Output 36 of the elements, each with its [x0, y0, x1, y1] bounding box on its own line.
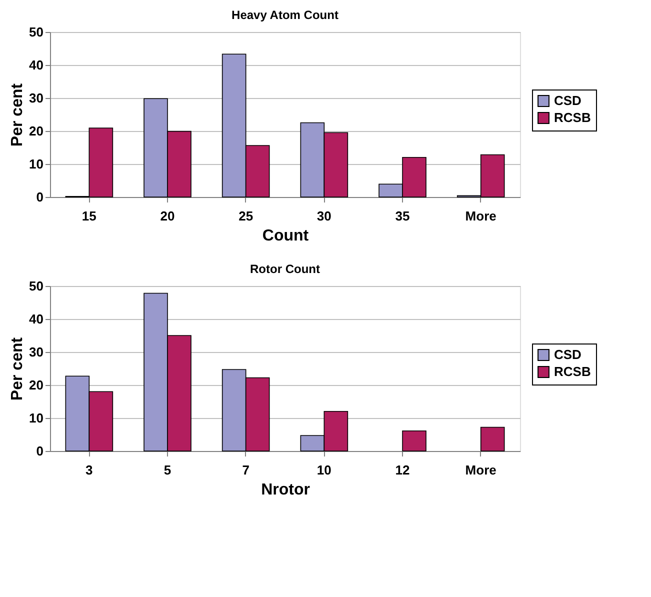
x-tick-label: 15 — [82, 208, 96, 224]
x-axis-title: Count — [262, 228, 310, 244]
y-tick-label: 40 — [29, 58, 44, 72]
x-tick-label: 35 — [395, 208, 410, 224]
legend-label: RCSB — [554, 364, 591, 379]
legend-label: CSD — [554, 347, 582, 362]
x-tick-label: 25 — [238, 208, 254, 224]
y-tick-label: 10 — [29, 156, 44, 172]
y-tick-label: 30 — [29, 90, 44, 106]
x-tick-label: 5 — [164, 462, 172, 478]
y-tick-label: 20 — [29, 378, 44, 392]
chart-title: Rotor Count — [250, 262, 320, 276]
y-tick-label: 50 — [29, 24, 44, 40]
x-tick-label: 30 — [316, 208, 332, 224]
y-tick-label: 40 — [29, 312, 44, 326]
x-tick-label: 20 — [160, 208, 175, 224]
chart-title: Heavy Atom Count — [232, 8, 338, 22]
y-tick-label: 0 — [36, 444, 44, 458]
legend-label: RCSB — [554, 110, 591, 125]
y-tick-label: 50 — [29, 278, 44, 294]
x-tick-label: More — [465, 208, 496, 224]
y-tick-label: 0 — [36, 190, 44, 204]
x-tick-label: 10 — [316, 462, 332, 478]
legend-label: CSD — [554, 93, 582, 108]
y-axis-title: Per cent — [9, 82, 26, 147]
x-tick-label: 3 — [86, 462, 93, 478]
y-tick-label: 20 — [29, 124, 44, 138]
x-tick-label: 12 — [395, 462, 410, 478]
y-tick-label: 10 — [29, 410, 44, 426]
y-axis-title: Per cent — [9, 336, 26, 401]
x-tick-label: More — [465, 462, 496, 478]
bar — [480, 426, 505, 452]
y-tick-label: 30 — [29, 344, 44, 360]
x-axis-title: Nrotor — [261, 482, 310, 498]
x-tick-label: 7 — [242, 462, 250, 478]
bar — [402, 430, 426, 452]
